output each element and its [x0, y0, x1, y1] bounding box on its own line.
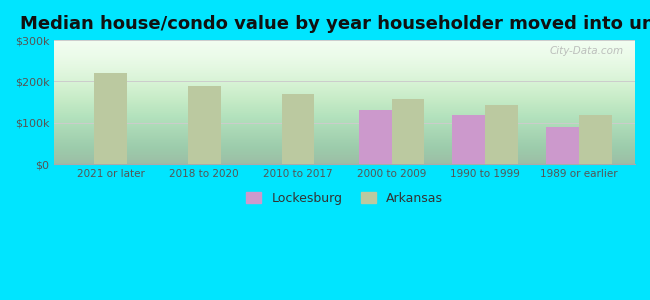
Bar — [94, 73, 127, 164]
Bar — [452, 115, 485, 164]
Legend: Lockesburg, Arkansas: Lockesburg, Arkansas — [241, 187, 448, 210]
Bar — [485, 105, 518, 164]
Bar — [359, 110, 391, 164]
Bar — [546, 127, 578, 164]
Bar — [391, 99, 424, 164]
Text: City-Data.com: City-Data.com — [549, 46, 623, 56]
Title: Median house/condo value by year householder moved into unit: Median house/condo value by year househo… — [20, 15, 650, 33]
Bar — [578, 116, 612, 164]
Bar — [281, 94, 315, 164]
Bar — [188, 85, 221, 164]
